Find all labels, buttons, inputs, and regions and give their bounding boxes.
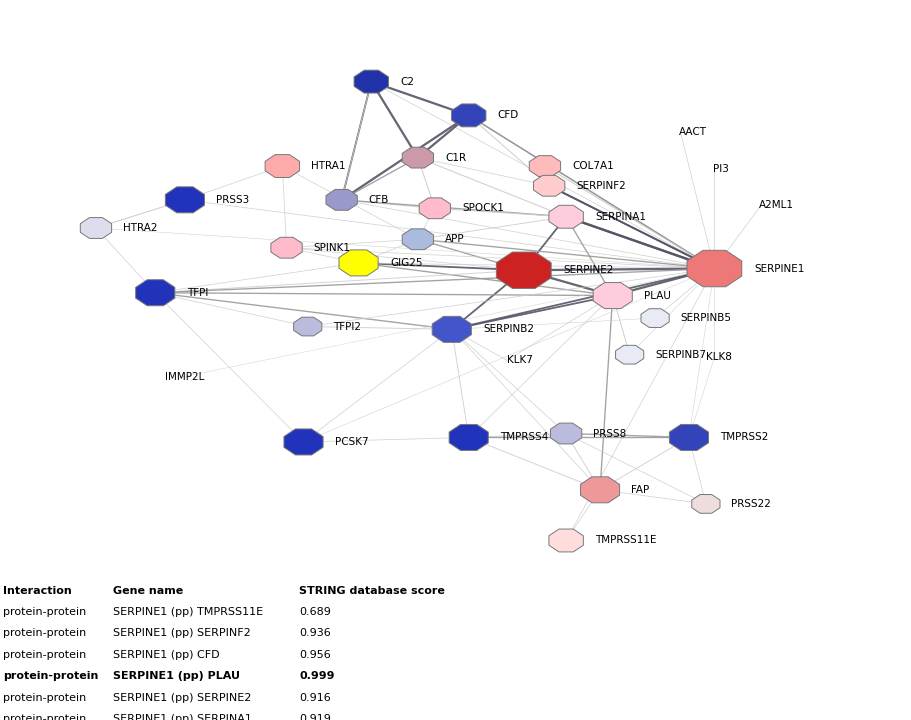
Text: HTRA1: HTRA1 [311, 161, 345, 171]
Text: A2ML1: A2ML1 [759, 200, 793, 210]
Text: CFB: CFB [368, 195, 389, 205]
Text: IMMP2L: IMMP2L [165, 372, 205, 382]
Text: STRING database score: STRING database score [299, 585, 445, 595]
Text: SERPINA1: SERPINA1 [594, 212, 645, 222]
Text: SERPINE1 (pp) CFD: SERPINE1 (pp) CFD [113, 649, 220, 660]
Text: protein-protein: protein-protein [3, 693, 86, 703]
Text: 0.689: 0.689 [299, 607, 331, 617]
Text: SERPINE1 (pp) SERPINA1: SERPINE1 (pp) SERPINA1 [113, 714, 251, 720]
Text: PLAU: PLAU [643, 291, 670, 300]
Text: 0.999: 0.999 [299, 671, 334, 681]
Text: Gene name: Gene name [113, 585, 183, 595]
Text: SERPINF2: SERPINF2 [576, 181, 625, 191]
Text: SERPINE1 (pp) PLAU: SERPINE1 (pp) PLAU [113, 671, 240, 681]
Text: TFPI2: TFPI2 [333, 322, 361, 331]
Text: SERPINB7: SERPINB7 [654, 350, 705, 360]
Text: APP: APP [445, 234, 464, 244]
Text: C2: C2 [400, 76, 414, 86]
Text: PI3: PI3 [711, 164, 728, 174]
Text: 0.956: 0.956 [299, 649, 331, 660]
Text: PRSS3: PRSS3 [216, 195, 250, 205]
Text: SERPINE1 (pp) TMPRSS11E: SERPINE1 (pp) TMPRSS11E [113, 607, 262, 617]
Text: KLK7: KLK7 [507, 355, 532, 365]
Text: TFPI: TFPI [187, 288, 208, 298]
Text: SPOCK1: SPOCK1 [462, 203, 503, 213]
Text: 0.916: 0.916 [299, 693, 331, 703]
Text: TMPRSS4: TMPRSS4 [499, 433, 548, 443]
Text: SERPINB5: SERPINB5 [680, 313, 731, 323]
Text: CFD: CFD [497, 110, 518, 120]
Text: AACT: AACT [678, 127, 706, 138]
Text: PCSK7: PCSK7 [334, 437, 368, 447]
Text: 0.936: 0.936 [299, 629, 331, 639]
Text: GIG25: GIG25 [390, 258, 422, 268]
Text: FAP: FAP [630, 485, 649, 495]
Text: PRSS8: PRSS8 [592, 428, 626, 438]
Text: COL7A1: COL7A1 [571, 161, 613, 171]
Text: C1R: C1R [445, 153, 466, 163]
Text: SERPINB2: SERPINB2 [483, 324, 534, 334]
Text: Interaction: Interaction [3, 585, 71, 595]
Text: protein-protein: protein-protein [3, 607, 86, 617]
Text: HTRA2: HTRA2 [123, 223, 158, 233]
Text: KLK8: KLK8 [705, 353, 731, 362]
Text: protein-protein: protein-protein [3, 649, 86, 660]
Text: TMPRSS11E: TMPRSS11E [594, 536, 656, 546]
Text: SERPINE1: SERPINE1 [753, 264, 804, 274]
Text: SERPINE1 (pp) SERPINF2: SERPINE1 (pp) SERPINF2 [113, 629, 251, 639]
Text: SERPINE1 (pp) SERPINE2: SERPINE1 (pp) SERPINE2 [113, 693, 251, 703]
Text: protein-protein: protein-protein [3, 671, 98, 681]
Text: TMPRSS2: TMPRSS2 [720, 433, 768, 443]
Text: protein-protein: protein-protein [3, 629, 86, 639]
Text: PRSS22: PRSS22 [731, 499, 771, 509]
Text: 0.919: 0.919 [299, 714, 331, 720]
Text: SERPINE2: SERPINE2 [563, 265, 613, 275]
Text: protein-protein: protein-protein [3, 714, 86, 720]
Text: SPINK1: SPINK1 [313, 243, 351, 253]
